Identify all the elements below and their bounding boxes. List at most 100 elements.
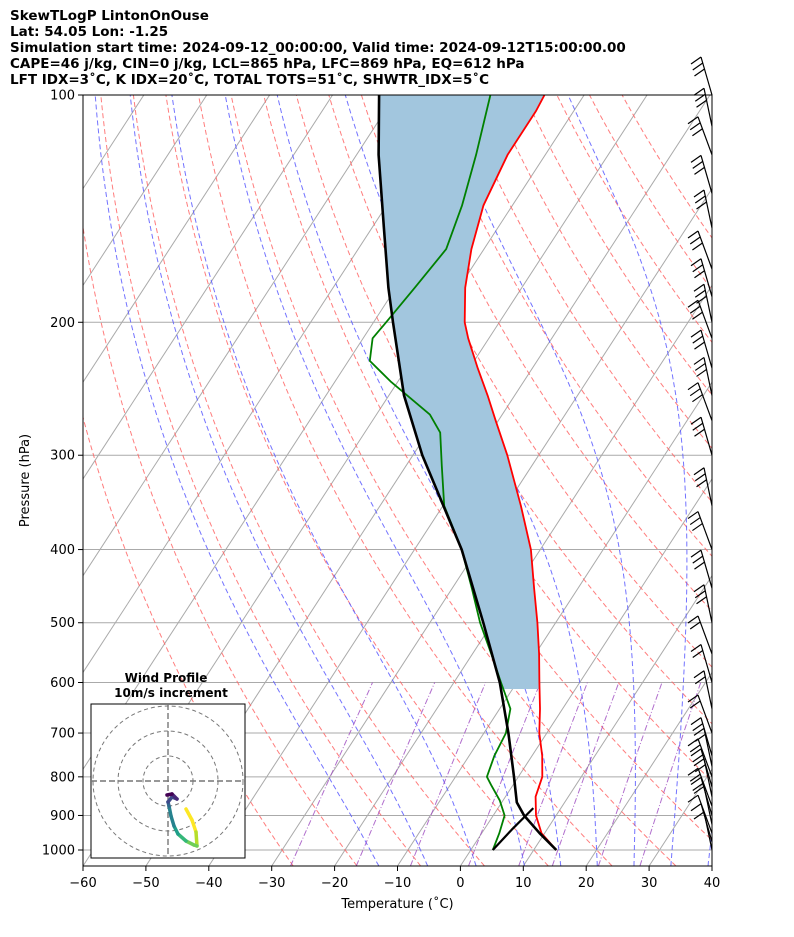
wind-barb-feather xyxy=(694,733,706,742)
wind-barb-staff xyxy=(697,230,713,270)
hodograph-subtitle: 10m/s increment xyxy=(114,686,228,700)
x-axis-label: Temperature (˚C) xyxy=(340,896,453,912)
wind-barb-feather xyxy=(692,128,703,137)
wind-barb-staff xyxy=(697,116,713,155)
station-location: Lat: 54.05 Lon: -1.25 xyxy=(10,24,169,40)
wind-barb-feather xyxy=(693,584,705,593)
wind-barb xyxy=(693,356,713,396)
hodograph-trace-segment xyxy=(176,832,188,843)
x-tick-label: 0 xyxy=(456,876,464,891)
dry-adiabat-line xyxy=(523,95,712,396)
wind-barb-feather xyxy=(694,362,706,371)
wind-barb-feather xyxy=(690,56,702,65)
wind-barb-feather xyxy=(694,473,706,482)
wind-barb xyxy=(693,584,713,623)
wind-barb-feather xyxy=(687,511,699,520)
wind-barb xyxy=(687,116,713,155)
stability-params: CAPE=46 j/kg, CIN=0 j/kg, LCL=865 hPa, L… xyxy=(10,56,525,72)
wind-barb-feather xyxy=(694,289,706,298)
wind-barb-feather xyxy=(689,621,701,630)
wind-barb-staff xyxy=(703,467,713,506)
wind-barb-staff xyxy=(697,511,713,550)
wind-barb-feather xyxy=(687,767,699,776)
wind-barb-feather xyxy=(687,116,699,125)
wind-barb-staff xyxy=(697,300,713,339)
wind-barb xyxy=(690,416,713,456)
wind-barb-feather xyxy=(689,517,701,526)
isotherm-line xyxy=(775,95,794,866)
dry-adiabat-line xyxy=(621,95,712,239)
isotherm-line xyxy=(648,768,712,866)
wind-barb-feather xyxy=(689,773,701,782)
mixing-ratio-line xyxy=(597,682,663,866)
y-tick-label: 200 xyxy=(50,316,75,331)
surface-dewpoint-lift-line xyxy=(491,807,535,851)
wind-barb xyxy=(690,644,713,683)
wind-barb-feather xyxy=(690,549,702,558)
dry-adiabat-line xyxy=(83,415,294,866)
wind-barb-feather xyxy=(687,230,699,239)
isotherm-line xyxy=(83,95,396,577)
wind-barb-feather xyxy=(687,382,699,391)
mixing-ratio-line xyxy=(409,682,487,866)
wind-barb xyxy=(693,189,713,229)
chart-header: SkewTLogP LintonOnOuse Lat: 54.05 Lon: -… xyxy=(10,8,626,88)
dry-adiabat-line xyxy=(328,95,712,725)
cape-area xyxy=(378,95,545,689)
wind-barb-staff xyxy=(700,155,713,194)
isotherm-line xyxy=(271,187,712,866)
wind-barb-feather xyxy=(692,394,703,403)
wind-barb-feather xyxy=(693,283,705,292)
moist-adiabat-line xyxy=(707,827,712,866)
dry-adiabat-line xyxy=(556,95,712,344)
wind-barb-feather xyxy=(690,748,702,757)
index-params: LFT IDX=3˚C, K IDX=20˚C, TOTAL TOTS=51˚C… xyxy=(10,72,490,88)
hodograph-trace-segment xyxy=(190,818,198,834)
wind-barb-feather xyxy=(692,650,704,658)
isotherm-line xyxy=(0,95,81,866)
x-tick-label: −60 xyxy=(69,876,96,891)
simulation-times: Simulation start time: 2024-09-12_00:00:… xyxy=(10,40,626,56)
wind-barb xyxy=(690,717,713,756)
dry-adiabat-line xyxy=(458,95,712,503)
wind-barb-feather xyxy=(694,428,705,437)
wind-barb-feather xyxy=(687,615,699,624)
wind-barb-feather xyxy=(692,335,704,344)
dry-adiabat-line xyxy=(230,95,677,866)
dry-adiabat-line xyxy=(198,95,613,866)
wind-barb xyxy=(690,329,713,369)
wind-barb-feather xyxy=(690,416,702,425)
background-lines xyxy=(0,95,794,866)
wind-barb-feather xyxy=(690,329,702,338)
wind-barb-feather xyxy=(696,479,707,488)
wind-barb-feather xyxy=(694,270,705,279)
wind-barb-feather xyxy=(693,727,705,736)
mixing-ratio-line xyxy=(639,682,702,866)
wind-barb xyxy=(690,549,713,589)
wind-barb-feather xyxy=(693,670,705,679)
wind-barb xyxy=(690,56,713,96)
isotherm-line xyxy=(334,284,712,866)
wind-barb-feather xyxy=(696,99,707,108)
x-tick-label: −50 xyxy=(132,876,159,891)
wind-barb-feather xyxy=(693,785,705,794)
wind-barb-feather xyxy=(690,258,702,267)
wind-barb xyxy=(693,467,713,506)
moist-adiabat-line xyxy=(276,95,562,866)
wind-barb xyxy=(687,230,713,270)
wind-barb-feather xyxy=(693,87,705,96)
wind-barb-feather xyxy=(692,782,704,791)
wind-barb xyxy=(693,87,713,127)
wind-barb-feather xyxy=(689,122,701,131)
wind-barb-feather xyxy=(693,467,705,476)
dry-adiabat-line xyxy=(132,95,485,866)
wind-barb-feather xyxy=(693,356,705,365)
wind-barb xyxy=(687,794,713,834)
mixing-ratio-line xyxy=(290,682,373,866)
wind-barb xyxy=(690,748,713,788)
dry-adiabat-line xyxy=(100,95,422,866)
wind-barb-feather xyxy=(693,189,705,198)
moist-adiabat-line xyxy=(224,95,525,866)
hodograph-trace-segment xyxy=(165,792,174,797)
